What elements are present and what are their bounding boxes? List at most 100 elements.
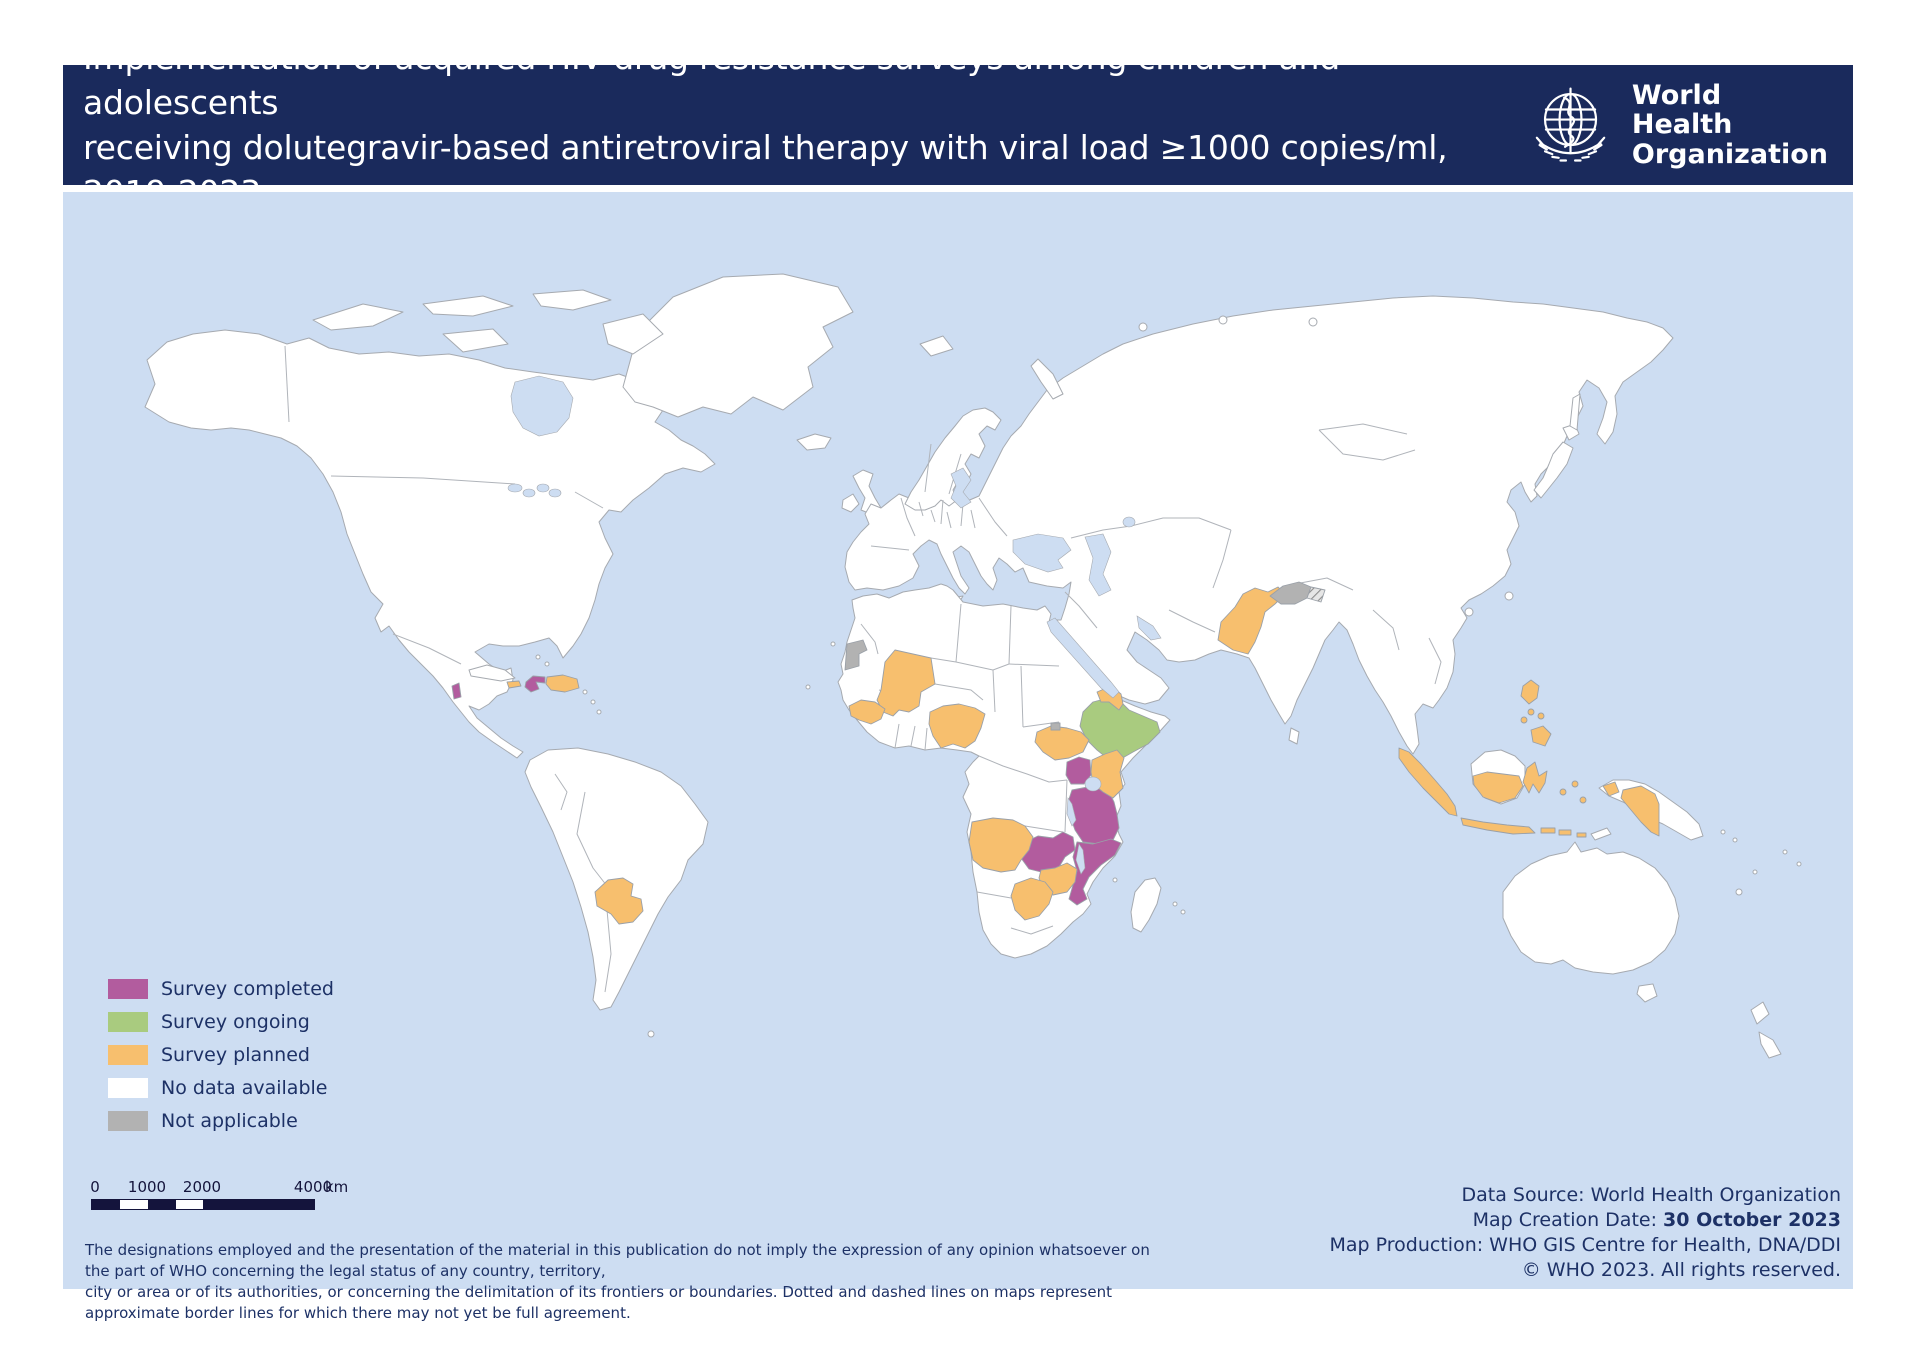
arctic-island <box>312 303 404 331</box>
country-botswana <box>1010 877 1054 921</box>
greenland <box>622 273 854 418</box>
new-zealand-north <box>1750 1001 1770 1025</box>
country-south-sudan <box>1034 725 1090 761</box>
great-lake <box>522 488 536 498</box>
small-island <box>1112 877 1118 883</box>
scale-bar: 0 1000 2000 4000 km <box>90 1178 371 1218</box>
lake-tanganyika <box>1066 797 1077 827</box>
legend-label: Survey ongoing <box>161 1010 310 1033</box>
persian-gulf <box>1136 615 1162 641</box>
new-zealand-south <box>1758 1031 1782 1059</box>
map-panel: Survey completed Survey ongoing Survey p… <box>63 192 1853 1322</box>
novaya-zemlya <box>1030 358 1064 400</box>
small-island <box>1752 869 1758 875</box>
map-credits: Data Source: World Health Organization M… <box>1330 1183 1841 1283</box>
legend-swatch-not-applicable <box>108 1110 148 1131</box>
small-island <box>1735 888 1743 896</box>
legend-item-no-data: No data available <box>108 1071 334 1104</box>
arctic-isle <box>1218 315 1228 325</box>
scale-bar-graphic <box>91 1199 315 1210</box>
who-logo-line2: Organization <box>1631 138 1829 170</box>
header-bar: Implementation of acquired HIV drug resi… <box>63 38 1853 212</box>
svalbard <box>919 335 954 357</box>
title-line-1: Implementation of acquired HIV drug resi… <box>83 38 1340 122</box>
country-jamaica <box>506 680 522 689</box>
victoria-island <box>442 328 509 353</box>
small-island <box>535 654 541 660</box>
scale-tick-0: 0 <box>90 1178 100 1196</box>
arctic-island <box>422 295 514 317</box>
who-logo-line1: World Health <box>1631 80 1733 141</box>
small-island <box>1172 901 1178 907</box>
legend-swatch-completed <box>108 978 148 999</box>
hainan <box>1464 607 1474 617</box>
legend-swatch-ongoing <box>108 1011 148 1032</box>
red-sea <box>1046 617 1120 699</box>
country-nigeria <box>928 703 986 749</box>
data-source: Data Source: World Health Organization <box>1461 1184 1842 1206</box>
scale-unit: km <box>325 1178 349 1196</box>
country-guinea <box>848 699 886 725</box>
legend-label: Survey planned <box>161 1043 310 1066</box>
japan <box>1533 441 1574 499</box>
legend-item-completed: Survey completed <box>108 972 334 1005</box>
country-haiti <box>524 675 546 693</box>
small-island <box>544 661 550 667</box>
australia <box>1502 841 1680 975</box>
who-logo: World Health Organization <box>1525 79 1829 171</box>
black-sea <box>1012 533 1072 573</box>
north-america <box>144 329 716 759</box>
arctic-island <box>532 289 612 311</box>
country-pakistan <box>1217 586 1286 655</box>
tasmania <box>1636 983 1658 1003</box>
territory-western-sahara <box>844 639 868 671</box>
arctic-isle <box>1308 317 1318 327</box>
disclaimer-line-2: city or area or of its authorities, or c… <box>85 1283 1112 1322</box>
scandinavia <box>904 407 1002 511</box>
country-dominican-republic <box>545 674 580 693</box>
hudson-bay <box>510 375 574 437</box>
baffin-island <box>602 313 664 355</box>
small-island <box>596 709 602 715</box>
legend-item-planned: Survey planned <box>108 1038 334 1071</box>
country-angola <box>968 817 1034 873</box>
country-philippines <box>1520 679 1552 747</box>
lake-malawi <box>1075 843 1086 875</box>
arctic-isle <box>1138 322 1148 332</box>
who-emblem-icon <box>1535 87 1606 162</box>
sakhalin <box>1569 393 1581 431</box>
territory-aksai-chin-hatched <box>1306 586 1326 603</box>
world-map <box>144 273 1802 1059</box>
eurasia <box>844 295 1674 755</box>
lakes <box>507 375 1162 875</box>
map-title: Implementation of acquired HIV drug resi… <box>83 35 1525 215</box>
lake-victoria <box>1084 776 1102 792</box>
scale-tick-4000: 4000 <box>293 1178 333 1196</box>
continent-shapes <box>144 273 1802 1059</box>
creation-date-prefix: Map Creation Date: <box>1472 1209 1664 1231</box>
legend-swatch-no-data <box>108 1077 148 1098</box>
map-creation-date: Map Creation Date: 30 October 2023 <box>1330 1208 1841 1233</box>
aral-sea <box>1122 516 1136 528</box>
survey-countries <box>451 581 1660 925</box>
timor <box>1590 827 1612 841</box>
small-island <box>1796 861 1802 867</box>
small-island <box>805 684 811 690</box>
who-logo-text: World Health Organization <box>1631 80 1829 170</box>
great-lake <box>548 488 562 498</box>
map-production: Map Production: WHO GIS Centre for Healt… <box>1329 1234 1841 1256</box>
legend-label: Not applicable <box>161 1109 298 1132</box>
disclaimer-text: The designations employed and the presen… <box>85 1240 1175 1324</box>
small-island <box>647 1030 655 1038</box>
iceland <box>796 433 832 451</box>
small-island <box>1720 829 1726 835</box>
taiwan <box>1504 591 1514 601</box>
small-island <box>1782 849 1788 855</box>
small-island <box>590 699 596 705</box>
small-island <box>830 641 836 647</box>
legend-swatch-planned <box>108 1044 148 1065</box>
small-island <box>1732 837 1738 843</box>
scale-tick-2000: 2000 <box>182 1178 222 1196</box>
scale-tick-1000: 1000 <box>127 1178 167 1196</box>
